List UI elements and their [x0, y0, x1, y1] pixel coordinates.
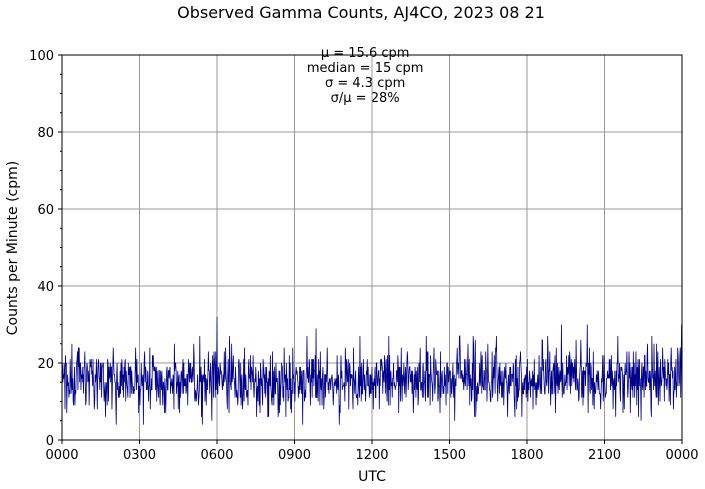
- y-tick-label: 20: [37, 357, 54, 372]
- x-tick-label: 0900: [278, 448, 311, 463]
- count-series-line: [61, 316, 682, 425]
- y-axis: 0 20 40 60 80 100: [29, 49, 62, 449]
- x-tick-label: 1800: [510, 448, 543, 463]
- x-tick-label: 1500: [433, 448, 466, 463]
- x-axis-label: UTC: [358, 469, 386, 485]
- x-tick-label: 0600: [200, 448, 233, 463]
- x-tick-label: 0000: [45, 448, 78, 463]
- x-tick-label: 0000: [665, 448, 698, 463]
- count-series: [61, 316, 682, 425]
- chart-title: Observed Gamma Counts, AJ4CO, 2023 08 21: [177, 3, 545, 22]
- y-tick-label: 100: [29, 49, 54, 64]
- x-tick-label: 1200: [355, 448, 388, 463]
- y-tick-label: 60: [37, 203, 54, 218]
- stat-mean: μ = 15.6 cpm: [320, 46, 410, 61]
- y-axis-label: Counts per Minute (cpm): [5, 161, 21, 335]
- stat-sigma: σ = 4.3 cpm: [324, 76, 406, 91]
- chart-subtitle: μ = 15.6 cpm median = 15 cpm σ = 4.3 cpm…: [0, 31, 705, 106]
- y-tick-label: 80: [37, 126, 54, 141]
- stat-cv: σ/μ = 28%: [330, 91, 400, 106]
- y-tick-label: 40: [37, 280, 54, 295]
- x-tick-label: 2100: [588, 448, 621, 463]
- y-tick-label: 0: [46, 434, 54, 449]
- x-tick-label: 0300: [123, 448, 156, 463]
- x-axis: 0000 0300 0600 0900 1200 1500 1800 2100 0000: [45, 440, 699, 463]
- stat-median: median = 15 cpm: [306, 61, 424, 76]
